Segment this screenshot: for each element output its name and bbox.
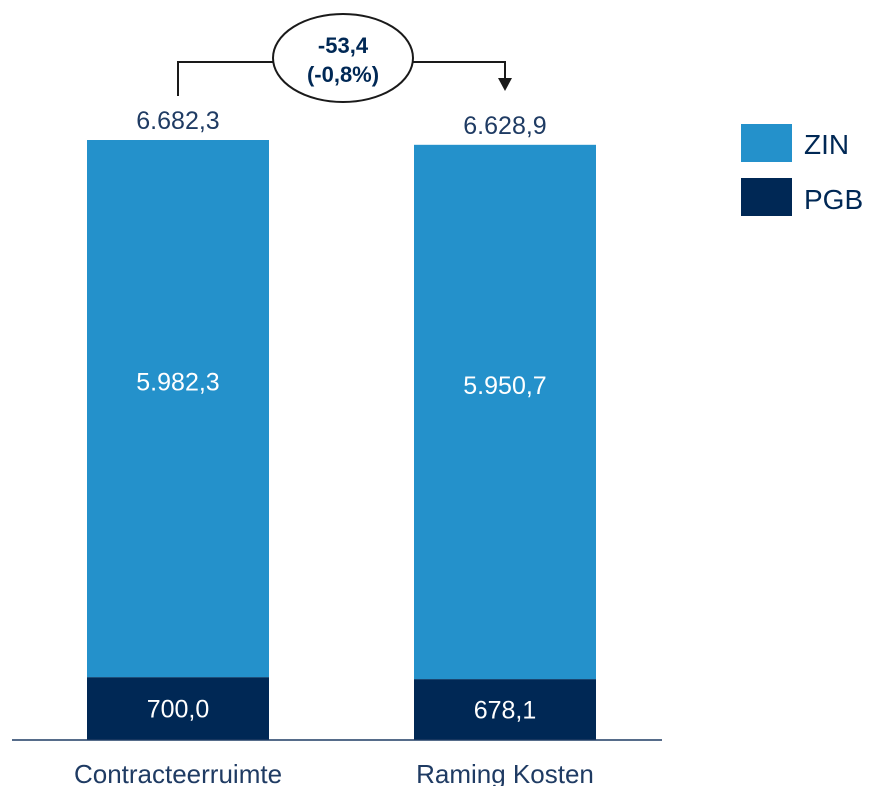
data-label-zin-2: 5.950,7	[463, 372, 546, 400]
bar-zin-1	[87, 140, 269, 678]
difference-arrowhead	[498, 78, 512, 91]
data-label-pgb-1: 700,0	[147, 696, 210, 724]
difference-percent: (-0,8%)	[307, 62, 379, 87]
total-label-1: 6.682,3	[136, 107, 219, 135]
total-label-2: 6.628,9	[463, 112, 546, 140]
data-label-zin-1: 5.982,3	[136, 369, 219, 397]
difference-bracket	[177, 61, 506, 96]
legend-label-pgb: PGB	[804, 184, 863, 215]
labels-group: 700,0 5.982,3 6.682,3 678,1 5.950,7 6.628,9	[136, 107, 546, 725]
bar-pgb-2	[414, 679, 596, 740]
data-label-pgb-2: 678,1	[474, 697, 537, 725]
bar-zin-2	[414, 144, 596, 680]
category-label-1: Contracteerruimte	[74, 759, 282, 786]
difference-bubble	[272, 13, 414, 103]
bar-pgb-1	[87, 677, 269, 740]
category-labels: Contracteerruimte Raming Kosten	[74, 759, 594, 786]
legend-swatch-zin	[741, 124, 792, 162]
category-label-2: Raming Kosten	[416, 759, 594, 786]
legend-swatch-pgb	[741, 178, 792, 216]
bars-group	[87, 140, 596, 740]
difference-value: -53,4	[318, 33, 369, 58]
legend-label-zin: ZIN	[804, 129, 849, 160]
